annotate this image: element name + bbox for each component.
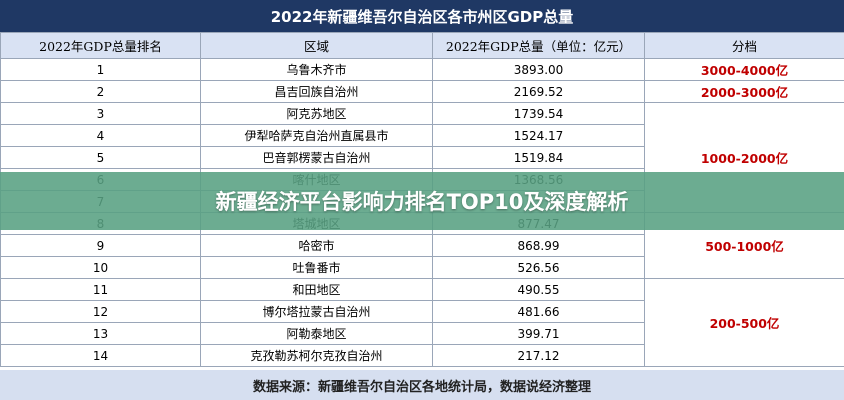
cell-region: 哈密市 bbox=[200, 234, 433, 257]
table-row: 10 吐鲁番市 526.56 bbox=[0, 256, 844, 279]
cell-gdp: 1739.54 bbox=[432, 102, 645, 125]
cell-rank: 1 bbox=[0, 58, 201, 81]
cell-region: 和田地区 bbox=[200, 278, 433, 301]
cell-region: 阿克苏地区 bbox=[200, 102, 433, 125]
cell-gdp: 868.99 bbox=[432, 234, 645, 257]
cell-region: 伊犁哈萨克自治州直属县市 bbox=[200, 124, 433, 147]
cell-region: 阿勒泰地区 bbox=[200, 322, 433, 345]
table-row: 5 巴音郭楞蒙古自治州 1519.84 bbox=[0, 146, 844, 169]
cell-gdp: 481.66 bbox=[432, 300, 645, 323]
cell-rank: 11 bbox=[0, 278, 201, 301]
cell-region: 昌吉回族自治州 bbox=[200, 80, 433, 103]
source-footer: 数据来源：新疆维吾尔自治区各地统计局，数据说经济整理 bbox=[0, 370, 844, 400]
overlay-text: 新疆经济平台影响力排名TOP10及深度解析 bbox=[215, 190, 629, 214]
cell-region: 博尔塔拉蒙古自治州 bbox=[200, 300, 433, 323]
cell-rank: 12 bbox=[0, 300, 201, 323]
cell-gdp: 217.12 bbox=[432, 344, 645, 367]
cell-rank: 10 bbox=[0, 256, 201, 279]
cell-region: 克孜勒苏柯尔克孜自治州 bbox=[200, 344, 433, 367]
cell-tier: 3000-4000亿 bbox=[644, 58, 844, 81]
cell-gdp: 1524.17 bbox=[432, 124, 645, 147]
header-tier: 分档 bbox=[644, 32, 844, 59]
cell-gdp: 490.55 bbox=[432, 278, 645, 301]
cell-rank: 2 bbox=[0, 80, 201, 103]
cell-rank: 5 bbox=[0, 146, 201, 169]
cell-gdp: 3893.00 bbox=[432, 58, 645, 81]
cell-tier: 200-500亿 bbox=[644, 278, 844, 367]
cell-rank: 14 bbox=[0, 344, 201, 367]
cell-rank: 13 bbox=[0, 322, 201, 345]
cell-rank: 3 bbox=[0, 102, 201, 125]
cell-region: 乌鲁木齐市 bbox=[200, 58, 433, 81]
table-row: 11 和田地区 490.55 200-500亿 bbox=[0, 278, 844, 367]
table-row: 12 博尔塔拉蒙古自治州 481.66 bbox=[0, 300, 844, 323]
overlay-banner: 新疆经济平台影响力排名TOP10及深度解析 bbox=[0, 172, 844, 230]
cell-gdp: 399.71 bbox=[432, 322, 645, 345]
table-row: 4 伊犁哈萨克自治州直属县市 1524.17 bbox=[0, 124, 844, 147]
cell-region: 巴音郭楞蒙古自治州 bbox=[200, 146, 433, 169]
header-rank: 2022年GDP总量排名 bbox=[0, 32, 201, 59]
header-gdp: 2022年GDP总量（单位：亿元） bbox=[432, 32, 645, 59]
page-title: 2022年新疆维吾尔自治区各市州区GDP总量 bbox=[0, 0, 844, 32]
cell-rank: 4 bbox=[0, 124, 201, 147]
table-row: 2 昌吉回族自治州 2169.52 2000-3000亿 bbox=[0, 80, 844, 103]
table-row: 1 乌鲁木齐市 3893.00 3000-4000亿 bbox=[0, 58, 844, 81]
table-row: 14 克孜勒苏柯尔克孜自治州 217.12 bbox=[0, 344, 844, 367]
cell-gdp: 1519.84 bbox=[432, 146, 645, 169]
cell-gdp: 2169.52 bbox=[432, 80, 645, 103]
cell-region: 吐鲁番市 bbox=[200, 256, 433, 279]
table-row: 9 哈密市 868.99 bbox=[0, 234, 844, 257]
cell-rank: 9 bbox=[0, 234, 201, 257]
cell-tier: 2000-3000亿 bbox=[644, 80, 844, 103]
table-header-row: 2022年GDP总量排名 区域 2022年GDP总量（单位：亿元） 分档 bbox=[0, 32, 844, 59]
header-region: 区域 bbox=[200, 32, 433, 59]
table-row: 3 阿克苏地区 1739.54 1000-2000亿 bbox=[0, 102, 844, 213]
cell-gdp: 526.56 bbox=[432, 256, 645, 279]
